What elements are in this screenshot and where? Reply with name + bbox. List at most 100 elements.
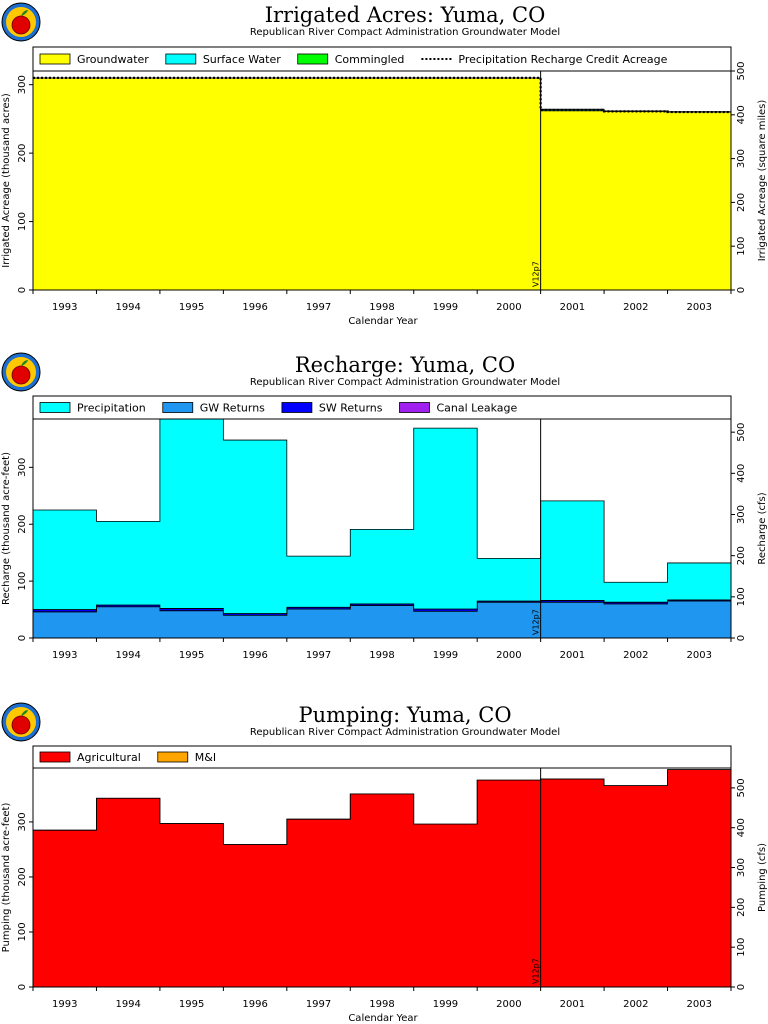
logo-leaf [21,360,28,366]
y-tick-label-right: 400 [736,464,747,483]
x-tick-label: 1994 [115,650,140,661]
x-tick-label: 1997 [306,650,331,661]
legend-swatch [297,53,329,65]
legend-swatch [39,751,71,763]
legend-label: M&I [195,751,216,764]
x-tick-label: 1995 [179,650,204,661]
logo-apple [11,365,31,385]
x-tick-label: 1995 [179,999,204,1010]
area-groundwater [32,77,732,291]
y-tick-label-left: 300 [17,75,28,94]
y-tick-label-right: 100 [736,587,747,606]
x-tick-label: 2001 [560,302,585,313]
x-tick-label: 1995 [179,302,204,313]
y-tick-label-right: 200 [736,898,747,917]
y-tick-label-right: 200 [736,193,747,212]
y-tick-label-right: 300 [736,149,747,168]
x-tick-label: 1996 [242,999,267,1010]
apple-logo-icon [1,352,41,392]
y-tick-label-right: 500 [736,423,747,442]
chart-subtitle: Republican River Compact Administration … [250,27,560,38]
y-tick-label-right: 500 [736,61,747,80]
x-tick-label: 1997 [306,999,331,1010]
x-tick-label: 1999 [433,999,458,1010]
apple-logo-icon [1,702,41,742]
y-axis-label-right: Irrigated Acreage (square miles) [757,100,768,262]
x-tick-label: 2000 [496,302,521,313]
legend-label: Canal Leakage [437,402,518,415]
y-tick-label-right: 100 [736,938,747,957]
y-tick-label-left: 0 [17,984,28,990]
x-tick-label: 2002 [623,302,648,313]
x-tick-label: 1993 [52,999,77,1010]
logo-leaf [21,710,28,716]
plot-frame [32,767,732,988]
area-m-i [33,769,731,845]
x-tick-label: 2000 [496,650,521,661]
x-tick-label: 1996 [242,650,267,661]
legend-box [32,46,732,72]
x-tick-label: 2001 [560,650,585,661]
y-tick-label-left: 300 [17,458,28,477]
chart-title: Pumping: Yuma, CO [298,703,511,727]
apple-logo-icon [1,2,41,42]
y-tick-label-right: 500 [736,778,747,797]
legend-swatch [162,402,194,413]
y-tick-label-right: 200 [736,546,747,565]
version-marker-label: V12p7 [532,261,541,287]
legend-swatch [39,53,71,65]
y-tick-label-left: 200 [17,515,28,534]
y-tick-label-right: 100 [736,237,747,256]
x-tick-label: 2003 [687,999,712,1010]
y-tick-label-left: 300 [17,812,28,831]
chart-title: Recharge: Yuma, CO [295,353,515,377]
x-tick-label: 1997 [306,302,331,313]
y-tick-label-left: 200 [17,867,28,886]
x-axis-label: Calendar Year [348,1013,418,1024]
legend-swatch [281,402,313,413]
x-tick-label: 2003 [687,302,712,313]
x-tick-label: 1993 [52,302,77,313]
x-tick-label: 2001 [560,999,585,1010]
chart-subtitle: Republican River Compact Administration … [250,377,560,388]
y-axis-label-right: Pumping (cfs) [757,843,768,912]
logo-leaf [21,10,28,16]
x-tick-label: 1993 [52,650,77,661]
x-tick-label: 1999 [433,650,458,661]
x-tick-label: 1996 [242,302,267,313]
y-tick-label-right: 0 [736,287,747,293]
legend-swatch [399,402,430,413]
x-tick-label: 2002 [623,650,648,661]
y-tick-label-left: 0 [17,635,28,641]
y-axis-label-left: Irrigated Acreage (thousand acres) [1,93,12,268]
y-tick-label-right: 400 [736,105,747,124]
y-tick-label-left: 100 [17,572,28,591]
x-tick-label: 1998 [369,302,394,313]
legend-label: Commingled [335,53,405,66]
legend-label: Precipitation Recharge Credit Acreage [458,53,667,66]
x-tick-label: 2003 [687,650,712,661]
legend-label: Agricultural [77,751,141,764]
y-tick-label-right: 0 [736,984,747,990]
plot-frame [32,418,732,639]
x-tick-label: 2000 [496,999,521,1010]
y-tick-label-left: 200 [17,144,28,163]
legend-label: Precipitation [77,402,146,415]
x-tick-label: 1999 [433,302,458,313]
x-tick-label: 1998 [369,650,394,661]
area-agricultural [32,769,732,988]
legend-swatch [39,402,71,413]
x-tick-label: 2002 [623,999,648,1010]
y-tick-label-left: 0 [17,287,28,293]
line-precipitation-recharge-credit [33,76,731,114]
y-tick-label-right: 400 [736,818,747,837]
plot-frame [32,70,732,291]
version-marker-label: V12p7 [532,609,541,635]
x-tick-label: 1998 [369,999,394,1010]
legend-swatch [165,53,197,65]
